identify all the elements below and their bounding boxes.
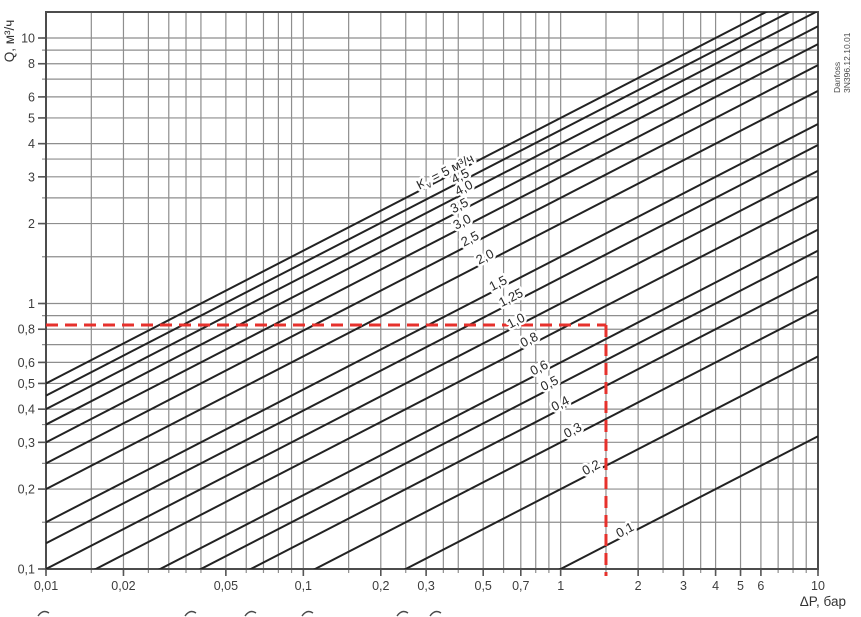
y-tick-label: 0,2 [18, 483, 35, 497]
y-tick-labels: 10 8 6 5 4 3 2 1 0,8 0,6 0,5 0,4 0,3 0,2 0,1 [18, 32, 35, 577]
x-tick-label: 1 [557, 579, 564, 593]
kv-line [46, 123, 818, 524]
kv-line [198, 249, 818, 569]
y-tick-label: 3 [28, 170, 35, 184]
kv-line [558, 435, 818, 569]
y-tick-label: 8 [28, 57, 35, 71]
caption-letter-top [184, 610, 197, 617]
x-tick-label: 5 [737, 579, 744, 593]
kv-labels-layer: Kv = 5 м³/ч4,54,03,53,02,52,01,51,251,00… [411, 148, 638, 543]
kv-line-label: 2,5 [458, 228, 481, 250]
x-tick-labels: 0,01 0,02 0,05 0,1 0,2 0,3 0,5 0,7 1 2 3 4 5 6 10 [34, 579, 825, 593]
watermark-brand: Danfoss [832, 61, 842, 93]
x-tick-label: 0,05 [214, 579, 238, 593]
kv-line-label: 2,0 [473, 246, 496, 268]
kv-line [46, 89, 818, 490]
kv-line [93, 195, 818, 569]
x-tick-label: 0,02 [111, 579, 135, 593]
y-tick-label: 4 [28, 137, 35, 151]
y-tick-label: 0,1 [18, 563, 35, 577]
x-tick-label: 0,3 [417, 579, 434, 593]
kv-line-label: 0,5 [538, 372, 561, 394]
x-tick-label: 0,2 [372, 579, 389, 593]
y-tick-label: 0,3 [18, 436, 35, 450]
kv-line [46, 43, 818, 444]
plot-frame [45, 11, 819, 570]
kv-lines-layer [46, 12, 818, 569]
kv-line [46, 12, 792, 397]
kv-line-label: 0,4 [549, 393, 572, 415]
kv-line [46, 12, 818, 411]
y-tick-label: 0,5 [18, 377, 35, 391]
kv-line-label: 0,3 [561, 419, 584, 441]
kv-line [312, 308, 818, 569]
caption-letter-top [37, 610, 50, 617]
y-tick-label: 0,6 [18, 356, 35, 370]
y-tick-label: 0,4 [18, 403, 35, 417]
kv-line [46, 25, 818, 426]
x-tick-label: 6 [757, 579, 764, 593]
caption-letter-top [244, 610, 257, 617]
kv-line [248, 275, 818, 569]
y-tick-label: 6 [28, 90, 35, 104]
kv-line [403, 355, 818, 569]
y-tick-label: 1 [28, 297, 35, 311]
kv-line [46, 64, 818, 465]
x-tick-label: 10 [811, 579, 825, 593]
kv-line [157, 228, 818, 569]
x-tick-label: 0,5 [475, 579, 492, 593]
x-tick-label: 0,01 [34, 579, 58, 593]
kv-line-label: 0,2 [580, 457, 603, 479]
x-tick-label: 2 [635, 579, 642, 593]
kv-line [46, 169, 818, 569]
caption-letter-top [301, 610, 314, 617]
watermark: Danfoss 3N396.12.10.01 [832, 19, 852, 94]
y-tick-label: 0,8 [18, 323, 35, 337]
kv-line [46, 12, 769, 385]
caption-letter-top [396, 610, 409, 617]
tick-marks [38, 37, 819, 576]
y-tick-label: 2 [28, 217, 35, 231]
caption-letter-top [429, 610, 442, 617]
reference-lines [46, 323, 608, 576]
grid-layer [42, 12, 819, 573]
y-axis-title: Q, м³/ч [2, 19, 17, 63]
x-tick-label: 0,7 [512, 579, 529, 593]
y-tick-label: 5 [28, 111, 35, 125]
x-tick-label: 4 [712, 579, 719, 593]
kv-line [46, 144, 818, 545]
watermark-doc-number: 3N396.12.10.01 [842, 32, 852, 94]
x-axis-title: ΔP, бар [799, 594, 846, 609]
kv-line-label: 1,0 [504, 310, 527, 332]
y-tick-label: 10 [21, 32, 35, 46]
x-tick-label: 3 [680, 579, 687, 593]
cut-off-caption-fragments [37, 610, 442, 617]
x-tick-label: 0,1 [295, 579, 312, 593]
